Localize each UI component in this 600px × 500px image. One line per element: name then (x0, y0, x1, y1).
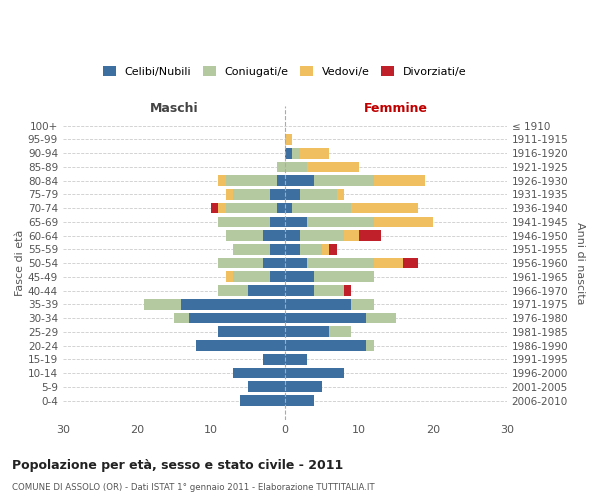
Bar (329, 244, 337, 254)
Bar (285, 272, 314, 282)
Bar (299, 148, 329, 158)
Bar (285, 230, 299, 241)
Bar (226, 203, 277, 213)
Bar (285, 176, 314, 186)
Bar (218, 258, 263, 268)
Text: Maschi: Maschi (149, 102, 198, 114)
Bar (307, 162, 359, 172)
Y-axis label: Fasce di età: Fasce di età (15, 230, 25, 296)
Bar (277, 176, 285, 186)
Bar (366, 340, 374, 351)
Bar (344, 285, 352, 296)
Bar (285, 326, 329, 337)
Bar (233, 272, 270, 282)
Bar (226, 272, 233, 282)
Bar (285, 368, 344, 378)
Bar (352, 203, 418, 213)
Bar (196, 340, 285, 351)
Bar (218, 176, 226, 186)
Bar (285, 382, 322, 392)
Bar (307, 216, 374, 227)
Bar (285, 203, 292, 213)
Bar (248, 285, 285, 296)
Bar (285, 299, 352, 310)
Bar (285, 354, 307, 364)
Bar (270, 216, 285, 227)
Bar (233, 368, 285, 378)
Bar (314, 176, 374, 186)
Bar (144, 299, 181, 310)
Bar (359, 230, 381, 241)
Bar (285, 244, 299, 254)
Bar (285, 258, 307, 268)
Bar (374, 176, 425, 186)
Bar (270, 272, 285, 282)
Bar (270, 244, 285, 254)
Bar (374, 258, 403, 268)
Bar (285, 162, 307, 172)
Bar (241, 395, 285, 406)
Text: Femmine: Femmine (364, 102, 428, 114)
Bar (226, 189, 233, 200)
Bar (299, 189, 337, 200)
Bar (277, 203, 285, 213)
Bar (285, 148, 292, 158)
Bar (218, 203, 226, 213)
Bar (299, 230, 344, 241)
Bar (181, 299, 285, 310)
Bar (299, 244, 322, 254)
Bar (285, 216, 307, 227)
Bar (344, 230, 359, 241)
Bar (285, 340, 366, 351)
Bar (337, 189, 344, 200)
Bar (218, 285, 248, 296)
Bar (322, 244, 329, 254)
Bar (188, 312, 285, 324)
Bar (352, 299, 374, 310)
Y-axis label: Anni di nascita: Anni di nascita (575, 222, 585, 304)
Bar (218, 216, 270, 227)
Bar (174, 312, 188, 324)
Bar (263, 258, 285, 268)
Bar (226, 230, 263, 241)
Bar (218, 326, 285, 337)
Bar (211, 203, 218, 213)
Bar (233, 189, 270, 200)
Bar (263, 354, 285, 364)
Bar (233, 244, 270, 254)
Bar (270, 189, 285, 200)
Bar (329, 326, 352, 337)
Bar (226, 176, 277, 186)
Bar (285, 312, 366, 324)
Bar (263, 230, 285, 241)
Bar (285, 285, 314, 296)
Bar (374, 216, 433, 227)
Bar (277, 162, 285, 172)
Bar (285, 189, 299, 200)
Text: COMUNE DI ASSOLO (OR) - Dati ISTAT 1° gennaio 2011 - Elaborazione TUTTITALIA.IT: COMUNE DI ASSOLO (OR) - Dati ISTAT 1° ge… (12, 484, 374, 492)
Text: Popolazione per età, sesso e stato civile - 2011: Popolazione per età, sesso e stato civil… (12, 460, 343, 472)
Bar (307, 258, 374, 268)
Legend: Celibi/Nubili, Coniugati/e, Vedovi/e, Divorziati/e: Celibi/Nubili, Coniugati/e, Vedovi/e, Di… (98, 62, 472, 81)
Bar (285, 395, 314, 406)
Bar (314, 272, 374, 282)
Bar (248, 382, 285, 392)
Bar (366, 312, 396, 324)
Bar (403, 258, 418, 268)
Bar (292, 148, 299, 158)
Bar (314, 285, 344, 296)
Bar (285, 134, 292, 145)
Bar (292, 203, 352, 213)
